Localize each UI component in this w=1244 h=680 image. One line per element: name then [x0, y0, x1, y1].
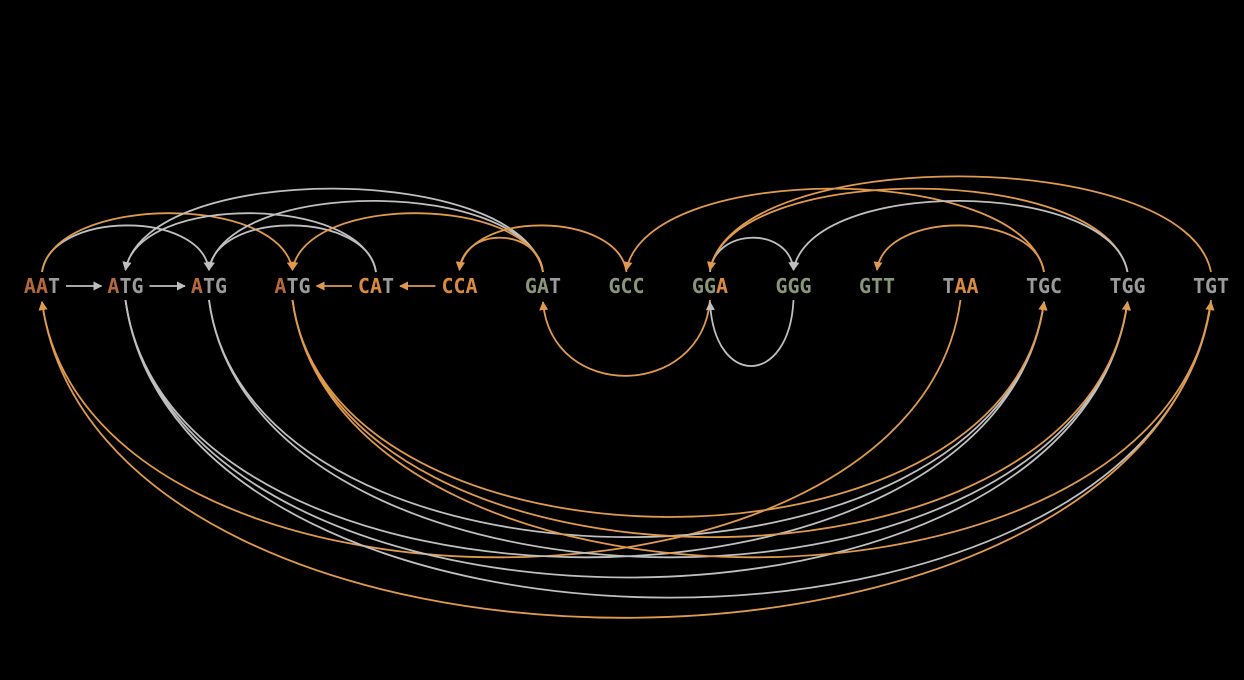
kmer-node-8: GGA [692, 274, 728, 298]
kmer-node-14: TGT [1193, 274, 1229, 298]
kmer-node-0-part-1: T [48, 274, 60, 298]
kmer-node-11-part-1: AA [954, 274, 978, 298]
kmer-node-1-part-1: TG [119, 274, 143, 298]
edge-n1-to-n14 [124, 299, 1215, 599]
edge-n9-to-n8 [705, 299, 795, 367]
edge-n0-to-n2 [41, 224, 213, 273]
kmer-node-3: ATG [274, 274, 310, 298]
kmer-node-5: CCA [441, 274, 477, 298]
edge-n1-to-n13 [124, 299, 1131, 579]
kmer-node-6-part-0: GA [525, 274, 549, 298]
kmer-node-13-part-0: TGG [1109, 274, 1145, 298]
kmer-node-6: GAT [525, 274, 561, 298]
edge-n2-to-n13 [208, 299, 1131, 559]
kmer-node-7-part-0: GCC [608, 274, 644, 298]
kmer-node-7: GCC [608, 274, 644, 298]
kmer-node-1-part-0: A [107, 274, 119, 298]
kmer-node-1: ATG [107, 274, 143, 298]
kmer-node-3-part-1: TG [286, 274, 310, 298]
edge-n3-to-n12 [291, 299, 1048, 518]
edge-n14-to-n8 [707, 175, 1212, 273]
kmer-node-11-part-0: T [942, 274, 954, 298]
kmer-node-2-part-1: TG [203, 274, 227, 298]
edge-n6-to-n1 [122, 187, 544, 273]
kmer-node-0-part-0: AA [24, 274, 48, 298]
kmer-node-4-part-0: CA [358, 274, 382, 298]
kmer-node-4-part-1: T [382, 274, 394, 298]
kmer-node-13: TGG [1109, 274, 1145, 298]
edge-n14-to-n0 [38, 299, 1212, 619]
kmer-node-11: TAA [942, 274, 978, 298]
kmer-node-5-part-0: CCA [441, 274, 477, 298]
edge-n12-to-n10 [873, 224, 1045, 273]
node-layer: AAT ATG ATG ATG CAT CCA GAT GCC GGA GGG GTT TAA TGC T… [24, 274, 1229, 298]
edge-n6-to-n2 [206, 200, 544, 273]
edge-layer [38, 175, 1215, 619]
edge-n1-to-n12 [124, 299, 1048, 559]
edge-n3-to-n13 [291, 299, 1131, 539]
edge-n4-to-n1 [122, 212, 377, 273]
edge-n0-to-n3 [41, 212, 296, 273]
kmer-node-10: GTT [859, 274, 895, 298]
edge-n6-to-n3 [289, 212, 544, 273]
edge-n6-to-n5 [455, 236, 544, 273]
kmer-node-3-part-0: A [274, 274, 286, 298]
edge-n11-to-n0 [38, 299, 962, 559]
kmer-node-0: AAT [24, 274, 60, 298]
kmer-node-12: TGC [1026, 274, 1062, 298]
kmer-node-9: GGG [775, 274, 811, 298]
edge-n13-to-n8 [707, 187, 1129, 273]
kmer-node-8-part-1: A [716, 274, 728, 298]
edge-n4-to-n2 [205, 224, 377, 273]
edge-n2-to-n12 [208, 299, 1048, 539]
edge-n13-to-n9 [790, 200, 1129, 273]
edge-n8-to-n6 [539, 299, 711, 377]
kmer-node-14-part-0: TGT [1193, 274, 1229, 298]
kmer-node-9-part-0: GGG [775, 274, 811, 298]
edge-n7-to-n5 [456, 224, 628, 273]
kmer-node-12-part-0: TGC [1026, 274, 1062, 298]
kmer-node-4: CAT [358, 274, 394, 298]
kmer-node-2-part-0: A [191, 274, 203, 298]
kmer-node-6-part-1: T [549, 274, 561, 298]
kmer-node-10-part-0: GTT [859, 274, 895, 298]
edge-n3-to-n14 [291, 299, 1215, 559]
kmer-node-2: ATG [191, 274, 227, 298]
kmer-node-8-part-0: GG [692, 274, 716, 298]
